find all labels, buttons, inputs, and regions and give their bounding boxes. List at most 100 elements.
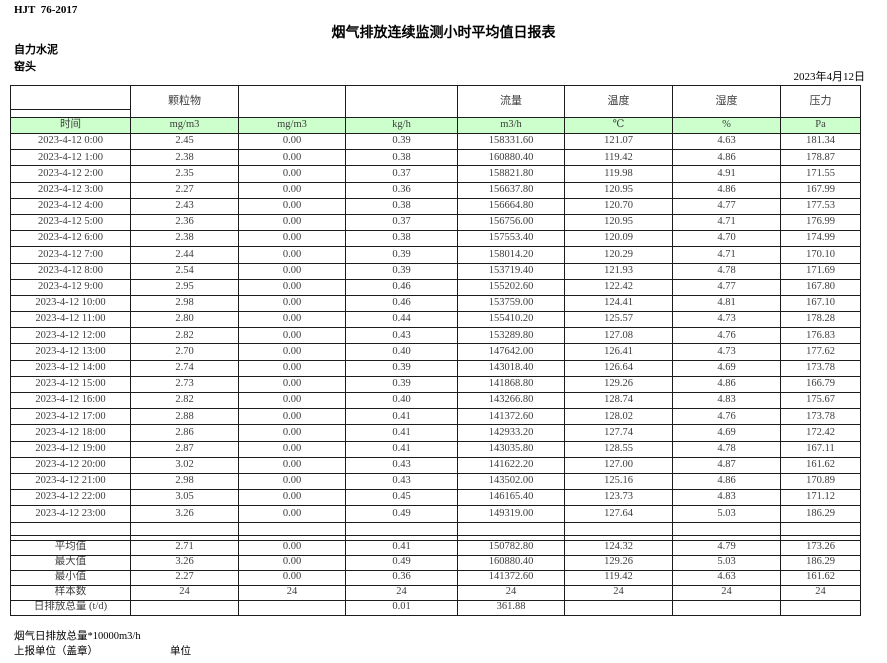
table-cell: 122.42 (564, 278, 673, 296)
table-cell: 143035.80 (457, 440, 565, 458)
table-cell: 24 (130, 584, 239, 601)
table-cell: 4.81 (672, 294, 781, 313)
table-row: 2023-4-12 21:00 2.98 0.00 0.43 143502.00 125.… (10, 472, 861, 491)
table-cell: 0.44 (345, 311, 458, 329)
summary-row: 平均值 2.71 0.00 0.41 150782.80 124.32 4.79 173.26 (10, 539, 861, 556)
table-cell: 0.39 (345, 375, 458, 394)
table-cell: 最大值 (10, 554, 131, 571)
table-cell: 120.95 (564, 181, 673, 199)
table-cell: 0.00 (238, 569, 346, 586)
table-cell: 141372.60 (457, 569, 565, 586)
table-cell: 2.82 (130, 327, 239, 345)
table-cell: 0.00 (238, 489, 346, 507)
header-flow: 流量 (457, 85, 565, 118)
table-cell: 2023-4-12 16:00 (10, 391, 131, 410)
table-cell: 176.83 (780, 327, 861, 345)
table-cell: 3.26 (130, 505, 239, 523)
table-cell: 175.67 (780, 391, 861, 410)
table-row: 2023-4-12 2:00 2.35 0.00 0.37 158821.80 119.9… (10, 165, 861, 183)
table-cell: 2.70 (130, 343, 239, 361)
table-cell: 2023-4-12 7:00 (10, 246, 131, 264)
table-row: 2023-4-12 12:00 2.82 0.00 0.43 153289.80 127.… (10, 327, 861, 345)
table-cell: 143502.00 (457, 472, 565, 491)
table-cell: 4.78 (672, 440, 781, 458)
table-cell: 2.88 (130, 408, 239, 426)
table-cell: 0.38 (345, 230, 458, 248)
table-cell: 161.62 (780, 456, 861, 474)
table-cell: 2.38 (130, 230, 239, 248)
table-cell (457, 521, 565, 536)
table-row: 2023-4-12 7:00 2.44 0.00 0.39 158014.20 120.2… (10, 246, 861, 264)
table-cell: 177.62 (780, 343, 861, 361)
table-cell: 142933.20 (457, 424, 565, 442)
table-row: 2023-4-12 9:00 2.95 0.00 0.46 155202.60 122.4… (10, 278, 861, 296)
table-cell: 0.00 (238, 294, 346, 313)
table-cell: 0.00 (238, 440, 346, 458)
table-cell: 155410.20 (457, 311, 565, 329)
table-cell (238, 599, 346, 616)
table-row: 2023-4-12 16:00 2.82 0.00 0.40 143266.80 128.… (10, 391, 861, 410)
table-cell (345, 521, 458, 536)
table-cell: 121.93 (564, 262, 673, 280)
table-cell: 0.37 (345, 213, 458, 232)
table-cell: 0.43 (345, 456, 458, 474)
table-cell: 119.98 (564, 165, 673, 183)
table-cell: 4.63 (672, 132, 781, 151)
table-cell: 119.42 (564, 569, 673, 586)
table-cell: 2023-4-12 6:00 (10, 230, 131, 248)
table-cell (564, 599, 673, 616)
table-cell: 0.00 (238, 375, 346, 394)
table-cell: 0.00 (238, 132, 346, 151)
table-cell: 5.03 (672, 554, 781, 571)
table-cell: 4.87 (672, 456, 781, 474)
table-cell: 2.82 (130, 391, 239, 410)
table-cell: 173.78 (780, 359, 861, 377)
table-cell: 最小值 (10, 569, 131, 586)
table-row: 2023-4-12 4:00 2.43 0.00 0.38 156664.80 120.7… (10, 197, 861, 215)
table-cell: 0.00 (238, 343, 346, 361)
table-cell: 2.36 (130, 213, 239, 232)
table-cell: 0.39 (345, 262, 458, 280)
table-cell: 24 (238, 584, 346, 601)
table-cell: 0.46 (345, 278, 458, 296)
table-cell: 153289.80 (457, 327, 565, 345)
header-pressure: 压力 (780, 85, 861, 118)
table-cell: 147642.00 (457, 343, 565, 361)
table-cell: 120.70 (564, 197, 673, 215)
table-cell: 5.03 (672, 505, 781, 523)
table-cell: 3.02 (130, 456, 239, 474)
table-cell: 4.91 (672, 165, 781, 183)
table-row: 2023-4-12 15:00 2.73 0.00 0.39 141868.80 129.… (10, 375, 861, 394)
table-cell: 2.45 (130, 132, 239, 151)
table-cell: 174.99 (780, 230, 861, 248)
table-cell: 153759.00 (457, 294, 565, 313)
table-cell: 2023-4-12 17:00 (10, 408, 131, 426)
footer-unit-label: 单位 (170, 646, 191, 657)
table-cell: 0.43 (345, 327, 458, 345)
table-cell: 0.00 (238, 472, 346, 491)
unit-time: 时间 (10, 117, 131, 134)
table-cell: 0.37 (345, 165, 458, 183)
table-cell: 0.00 (238, 197, 346, 215)
table-cell: 24 (564, 584, 673, 601)
unit-pa: Pa (780, 117, 861, 134)
table-cell: 0.36 (345, 181, 458, 199)
table-cell: 2.87 (130, 440, 239, 458)
table-cell: 177.53 (780, 197, 861, 215)
table-cell: 2023-4-12 10:00 (10, 294, 131, 313)
table-cell: 181.34 (780, 132, 861, 151)
table-cell: 119.42 (564, 149, 673, 167)
table-cell: 167.99 (780, 181, 861, 199)
table-cell: 153719.40 (457, 262, 565, 280)
table-cell: 126.64 (564, 359, 673, 377)
table-cell: 172.42 (780, 424, 861, 442)
table-cell: 0.00 (238, 408, 346, 426)
table-cell: 127.74 (564, 424, 673, 442)
table-cell: 178.87 (780, 149, 861, 167)
table-cell: 4.77 (672, 197, 781, 215)
table-cell: 0.00 (238, 539, 346, 556)
table-cell: 120.29 (564, 246, 673, 264)
table-cell: 156664.80 (457, 197, 565, 215)
summary-row: 日排放总量 (t/d) 0.01 361.88 (10, 599, 861, 616)
table-cell: 2.43 (130, 197, 239, 215)
